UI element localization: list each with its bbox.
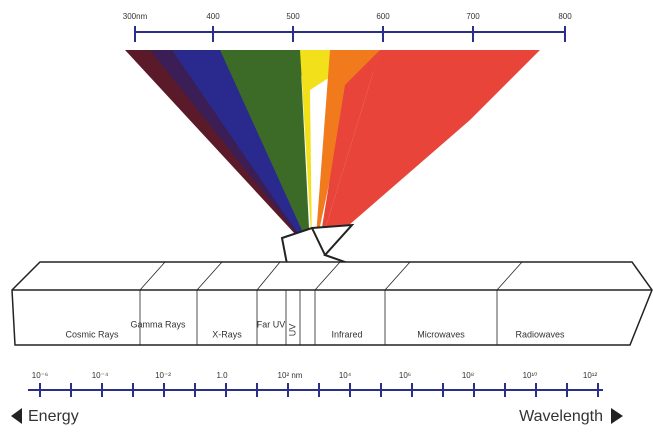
top-label: 300nm bbox=[123, 12, 148, 21]
top-label: 600 bbox=[376, 12, 390, 21]
band-label: Radiowaves bbox=[515, 329, 565, 339]
left-arrow bbox=[11, 408, 22, 424]
top-label: 400 bbox=[206, 12, 220, 21]
bottom-label: 10¹⁰ bbox=[523, 371, 538, 380]
band-label: Microwaves bbox=[417, 329, 465, 339]
bottom-label: 10⁻² bbox=[155, 371, 171, 380]
bottom-label: 10⁻⁴ bbox=[92, 371, 109, 380]
band-label: Infrared bbox=[331, 329, 362, 339]
wavelength-label: Wavelength bbox=[519, 408, 603, 425]
band-label: Gamma Rays bbox=[130, 319, 186, 329]
top-label: 500 bbox=[286, 12, 300, 21]
bottom-label: 10¹² bbox=[583, 371, 598, 380]
bottom-scale bbox=[28, 383, 603, 397]
energy-label: Energy bbox=[28, 408, 79, 425]
top-label: 800 bbox=[558, 12, 572, 21]
bottom-label: 10⁻⁶ bbox=[32, 371, 48, 380]
band-label: X-Rays bbox=[212, 329, 242, 339]
band-label: Cosmic Rays bbox=[65, 329, 119, 339]
right-arrow bbox=[611, 408, 623, 424]
band-label: UV bbox=[287, 324, 297, 337]
band-label: Far UV bbox=[257, 319, 286, 329]
bottom-label: 10² nm bbox=[278, 371, 303, 380]
spectrum-tube bbox=[11, 261, 653, 346]
bottom-label: 10⁶ bbox=[399, 371, 411, 380]
bottom-label: 10⁴ bbox=[339, 371, 352, 380]
color-fan bbox=[125, 50, 540, 252]
bottom-label: 1.0 bbox=[216, 371, 228, 380]
bottom-label: 10⁸ bbox=[462, 371, 474, 380]
top-label: 700 bbox=[466, 12, 480, 21]
top-scale bbox=[134, 26, 566, 42]
